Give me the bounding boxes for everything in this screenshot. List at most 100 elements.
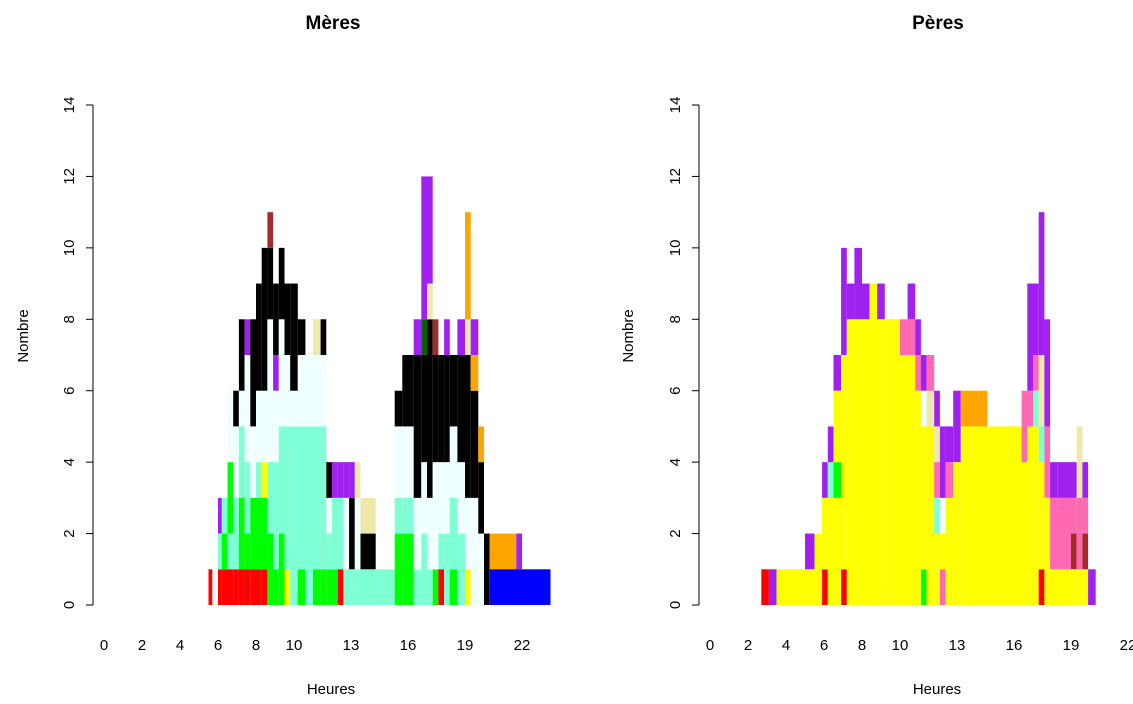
bar-segment <box>421 462 427 534</box>
bar-segment <box>238 426 245 498</box>
bar-segment <box>960 390 988 427</box>
bar-segment <box>402 426 414 498</box>
bar-segment <box>827 426 834 463</box>
bar-segment <box>1038 426 1045 463</box>
bar-segment <box>822 569 828 605</box>
bar-segment <box>261 462 268 498</box>
bar-segment <box>218 497 222 534</box>
bar-segment <box>465 355 471 498</box>
bar-segment <box>343 497 350 570</box>
bar-segment <box>827 497 834 605</box>
bar-segment <box>227 462 234 534</box>
bar-segment <box>465 497 471 570</box>
bar-segment <box>1076 569 1083 605</box>
bar-segment <box>320 355 327 427</box>
bar-segment <box>1057 497 1071 570</box>
x-tick-label: 2 <box>744 637 752 654</box>
bar-segment <box>305 355 313 427</box>
x-axis: 0 2 4 6 8 10 13 16 19 22 <box>706 637 1133 654</box>
bar-segment <box>261 569 268 605</box>
bar-segment <box>805 569 815 605</box>
bar-segment <box>470 390 479 498</box>
y-axis: 0 2 4 6 8 10 12 14 <box>667 97 700 609</box>
bar-segment <box>427 319 433 498</box>
bar-segment <box>470 497 479 605</box>
bar-segment <box>926 355 935 391</box>
bar-segment <box>900 319 908 355</box>
bars-layer <box>761 212 1096 605</box>
bar-segment <box>273 390 279 463</box>
bar-segment <box>877 319 885 605</box>
x-tick-label: 2 <box>138 637 146 654</box>
bar-segment <box>907 355 916 605</box>
bar-segment <box>846 319 855 605</box>
bar-segment <box>444 462 450 534</box>
y-tick-label: 2 <box>61 529 78 537</box>
bar-segment <box>244 355 251 463</box>
bar-segment <box>267 247 274 320</box>
x-tick-label: 22 <box>1120 637 1133 654</box>
bar-segment <box>427 497 433 570</box>
bar-segment <box>394 426 403 498</box>
y-tick-label: 0 <box>667 601 684 609</box>
bar-segment <box>261 247 268 391</box>
bar-segment <box>267 533 274 605</box>
bar-segment <box>256 497 262 570</box>
bar-segment <box>960 426 988 605</box>
bar-segment <box>833 355 842 391</box>
bar-segment <box>360 497 376 534</box>
bar-segment <box>1071 533 1077 570</box>
bar-segment <box>1057 462 1071 498</box>
bar-segment <box>413 497 422 570</box>
bar-segment <box>489 533 517 570</box>
y-axis-label: Nombre <box>15 309 32 362</box>
bar-segment <box>337 497 344 570</box>
x-tick-label: 4 <box>176 637 184 654</box>
bar-segment <box>1021 390 1028 463</box>
bar-segment <box>250 426 256 498</box>
bar-segment <box>278 426 285 534</box>
bar-segment <box>884 319 893 605</box>
bar-segment <box>926 426 935 605</box>
bar-segment <box>444 355 450 463</box>
bar-segment <box>833 390 842 463</box>
bar-segment <box>360 569 376 605</box>
bar-segment <box>261 497 268 570</box>
bar-segment <box>1033 390 1039 427</box>
bar-segment <box>290 283 298 391</box>
bar-segment <box>313 355 321 427</box>
bar-segment <box>877 283 885 320</box>
bar-segment <box>761 569 769 605</box>
bar-segment <box>438 533 445 570</box>
bar-segment <box>320 426 327 570</box>
bar-segment <box>332 497 338 570</box>
bar-segment <box>244 319 251 355</box>
bar-segment <box>432 569 439 605</box>
bar-segment <box>478 426 484 463</box>
bar-segment <box>238 319 245 391</box>
bar-segment <box>250 497 256 570</box>
bar-segment <box>402 355 414 427</box>
bar-segment <box>349 569 355 605</box>
y-tick-label: 8 <box>61 315 78 323</box>
x-axis-label: Heures <box>913 681 961 698</box>
bar-segment <box>208 569 213 605</box>
bar-segment <box>939 569 946 605</box>
bar-segment <box>833 462 842 498</box>
bar-segment <box>1027 283 1033 391</box>
bar-segment <box>261 390 268 463</box>
bar-segment <box>934 390 940 427</box>
bar-segment <box>284 569 291 605</box>
bar-segment <box>920 390 927 427</box>
bar-segment <box>421 176 427 320</box>
bar-segment <box>1033 283 1039 355</box>
bar-segment <box>326 497 332 534</box>
x-tick-label: 19 <box>457 637 474 654</box>
bar-segment <box>841 569 847 605</box>
bar-segment <box>1082 533 1089 570</box>
bar-segment <box>297 426 306 570</box>
bar-segment <box>250 319 256 427</box>
bar-segment <box>926 390 935 427</box>
x-tick-label: 8 <box>252 637 260 654</box>
bar-segment <box>432 319 439 355</box>
